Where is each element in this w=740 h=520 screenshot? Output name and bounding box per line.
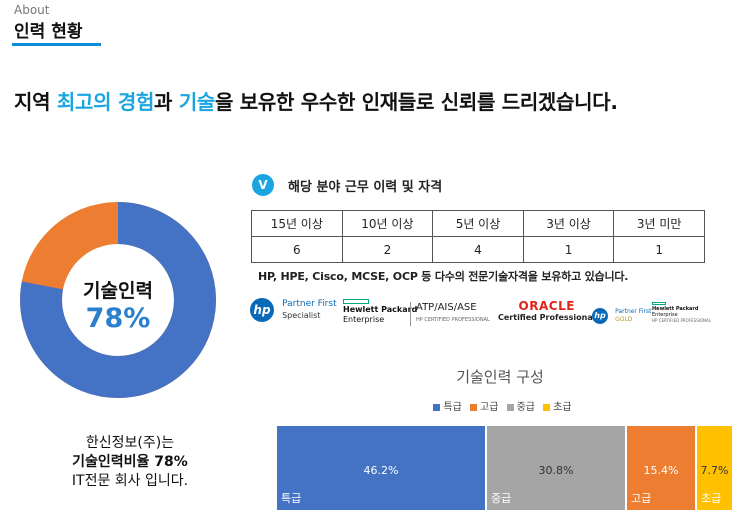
- atp-line1: ATP/AIS/ASE: [416, 302, 477, 313]
- hpe-small-line2: Enterprise: [652, 312, 678, 318]
- table-cell: 1: [522, 236, 615, 263]
- bar-segment: 30.8% 중급: [487, 426, 627, 510]
- hpe-small-logo: Hewlett Packard Enterprise HP CERTIFIED …: [652, 302, 711, 324]
- hp-partner-line2: Specialist: [282, 311, 321, 320]
- bar-value-label: 7.7%: [700, 464, 729, 477]
- bar-segment: 7.7% 초급: [697, 426, 732, 510]
- headline-part3: 을 보유한 우수한 인재들로 신뢰를 드리겠습니다.: [215, 90, 618, 114]
- atp-line2: HP CERTIFIED PROFESSIONAL: [416, 317, 490, 323]
- company-line3: IT전문 회사 입니다.: [71, 473, 189, 489]
- hpe-bar-icon: [343, 299, 369, 304]
- headline-highlight1: 최고의 경험: [56, 90, 155, 114]
- atp-logo: ATP/AIS/ASE HP CERTIFIED PROFESSIONAL: [410, 302, 490, 326]
- hp-gold-line2: GOLD: [615, 315, 633, 323]
- donut-value: 78%: [85, 303, 151, 334]
- company-line2: 기술인력비율 78%: [72, 454, 188, 470]
- table-header-cell: 5년 이상: [432, 210, 524, 237]
- bar-category-label: 중급: [491, 492, 512, 505]
- hpe-logo: Hewlett Packard Enterprise: [343, 299, 417, 325]
- table-cell: 2: [341, 236, 434, 263]
- table-header-cell: 15년 이상: [251, 210, 343, 237]
- hp-partner-logo: hp Partner First Specialist: [250, 298, 337, 322]
- legend-item: 특급: [443, 402, 462, 413]
- bar-segment: 46.2% 특급: [277, 426, 487, 510]
- title-underline: [12, 43, 101, 46]
- company-description: 한신정보(주)는 기술인력비율 78% IT전문 회사 입니다.: [20, 434, 240, 491]
- table-row: 6 2 4 1 1: [251, 236, 705, 263]
- hpe-line1: Hewlett Packard: [343, 305, 418, 314]
- table-header-cell: 3년 미만: [613, 210, 705, 237]
- bar-segment: 15.4% 고급: [627, 426, 697, 510]
- hp-logo-icon: hp: [250, 298, 274, 322]
- tech-staff-donut: [20, 202, 216, 398]
- cert-description: HP, HPE, Cisco, MCSE, OCP 등 다수의 전문기술자격을 …: [258, 270, 629, 283]
- table-header-cell: 10년 이상: [341, 210, 434, 237]
- headline: 지역 최고의 경험과 기술을 보유한 우수한 인재들로 신뢰를 드리겠습니다.: [14, 86, 618, 115]
- chart-legend: 특급 고급 중급 초급: [400, 398, 600, 413]
- legend-item: 고급: [480, 402, 499, 413]
- hp-gold-icon: hp: [592, 307, 608, 324]
- table-header-row: 15년 이상 10년 이상 5년 이상 3년 이상 3년 미만: [251, 210, 705, 237]
- bar-value-label: 46.2%: [363, 464, 399, 477]
- headline-part1: 지역: [14, 90, 57, 114]
- career-table: 15년 이상 10년 이상 5년 이상 3년 이상 3년 미만 6 2 4 1 …: [251, 210, 705, 263]
- hpe-line2: Enterprise: [343, 315, 385, 324]
- breadcrumb: About: [14, 3, 50, 17]
- hp-gold-line1: Partner First: [615, 307, 652, 315]
- hp-gold-logo: hp Partner First GOLD: [592, 305, 651, 324]
- legend-swatch: [433, 403, 441, 411]
- legend-item: 중급: [516, 402, 535, 413]
- oracle-line2: Certified Professional: [498, 313, 596, 322]
- legend-swatch: [470, 403, 477, 411]
- headline-part2: 과: [154, 90, 179, 114]
- company-line1: 한신정보(주)는: [85, 435, 175, 451]
- composition-bar-chart: 46.2% 특급 30.8% 중급 15.4% 고급 7.7% 초급: [277, 426, 732, 510]
- hp-partner-line1: Partner First: [282, 299, 337, 309]
- oracle-logo: ORACLE Certified Professional: [498, 300, 595, 324]
- oracle-line1: ORACLE: [518, 299, 575, 313]
- bar-category-label: 초급: [701, 492, 722, 505]
- table-cell: 1: [613, 236, 705, 263]
- hpe-small-line3: HP CERTIFIED PROFESSIONAL: [652, 318, 712, 323]
- hpe-small-line1: Hewlett Packard: [652, 306, 699, 312]
- section-badge: V: [252, 174, 274, 196]
- hpe-small-bar-icon: [652, 302, 666, 305]
- legend-swatch: [506, 403, 514, 411]
- bar-value-label: 15.4%: [643, 464, 679, 477]
- bar-value-label: 30.8%: [538, 464, 574, 477]
- chart-title: 기술인력 구성: [456, 368, 544, 386]
- table-cell: 4: [432, 236, 524, 263]
- section-title: 해당 분야 근무 이력 및 자격: [288, 180, 443, 195]
- headline-highlight2: 기술: [178, 90, 216, 114]
- donut-label: 기술인력: [83, 280, 153, 302]
- page-title: 인력 현황: [14, 22, 83, 42]
- legend-item: 초급: [553, 402, 572, 413]
- bar-category-label: 고급: [631, 492, 652, 505]
- legend-swatch: [543, 403, 551, 411]
- donut-segment-tech: [20, 202, 216, 398]
- table-header-cell: 3년 이상: [522, 210, 615, 237]
- table-cell: 6: [251, 236, 343, 263]
- bar-category-label: 특급: [281, 492, 302, 505]
